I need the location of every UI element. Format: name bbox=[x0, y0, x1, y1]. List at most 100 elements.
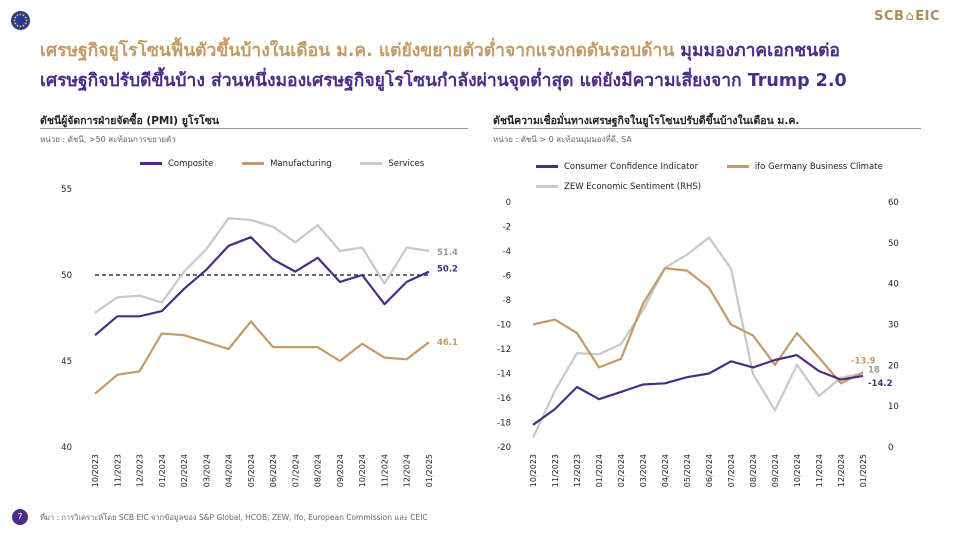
x-tick-label: 01/2024 bbox=[158, 454, 167, 487]
legend-item-zew: ZEW Economic Sentiment (RHS) bbox=[536, 182, 701, 192]
eu-flag-icon bbox=[11, 11, 30, 30]
legend-swatch bbox=[536, 165, 558, 168]
x-tick-label: 10/2024 bbox=[358, 454, 367, 487]
y-tick-label: 50 bbox=[61, 271, 72, 281]
x-tick-label: 04/2024 bbox=[225, 454, 234, 487]
legend-label: Consumer Confidence Indicator bbox=[564, 161, 699, 172]
end-value-label: 50.2 bbox=[437, 265, 458, 275]
x-tick-label: 06/2024 bbox=[269, 454, 278, 487]
right-chart-legend-row1: Consumer Confidence Indicator ifo German… bbox=[536, 161, 909, 172]
y2-tick-label: 40 bbox=[888, 280, 899, 290]
y2-tick-label: 60 bbox=[888, 198, 899, 208]
y-tick-label: -6 bbox=[503, 272, 511, 282]
x-tick-label: 07/2024 bbox=[291, 454, 300, 487]
y-tick-label: 55 bbox=[61, 185, 72, 195]
series-line-consumer-confidence-indicator bbox=[532, 354, 864, 426]
y-tick-label: -2 bbox=[503, 223, 511, 233]
left-chart-unit: หน่วย : ดัชนี, >50 สะท้อนการขยายตัว bbox=[40, 135, 176, 144]
x-tick-label: 02/2024 bbox=[180, 454, 189, 487]
series-line-services bbox=[94, 217, 430, 314]
end-value-label: -14.2 bbox=[868, 379, 893, 389]
x-tick-label: 04/2024 bbox=[661, 454, 670, 487]
eu-star bbox=[19, 25, 22, 28]
x-tick-label: 12/2024 bbox=[403, 454, 412, 487]
end-value-label: 46.1 bbox=[437, 338, 458, 348]
right-chart-unit: หน่วย : ดัชนี > 0 สะท้อนมุมมองที่ดี, SA bbox=[493, 135, 632, 144]
end-value-label: 18 bbox=[868, 366, 880, 376]
eu-stars-icon bbox=[13, 13, 28, 28]
confidence-chart: -20-18-16-14-12-10-8-6-4-200102030405060… bbox=[497, 198, 899, 487]
left-chart-legend: Composite Manufacturing Services bbox=[140, 158, 450, 169]
x-tick-label: 01/2025 bbox=[425, 454, 434, 487]
y2-tick-label: 20 bbox=[888, 361, 899, 371]
y-tick-label: -10 bbox=[497, 321, 511, 331]
right-chart-legend-row2: ZEW Economic Sentiment (RHS) bbox=[536, 181, 727, 192]
right-chart-title: ดัชนีความเชื่อมั่นทางเศรษฐกิจในยูโรโซนปร… bbox=[493, 115, 800, 127]
x-tick-label: 01/2025 bbox=[859, 454, 868, 487]
y-tick-label: -16 bbox=[497, 394, 511, 404]
eu-star bbox=[22, 14, 25, 17]
eu-star bbox=[24, 16, 27, 19]
eu-star bbox=[13, 19, 16, 22]
series-line-ifo-germany-business-climate bbox=[532, 267, 864, 385]
legend-label: Manufacturing bbox=[270, 158, 332, 169]
headline-line-2: เศรษฐกิจปรับดีขึ้นบ้าง ส่วนหนึ่งมองเศรษฐ… bbox=[40, 71, 847, 91]
eu-star bbox=[22, 24, 25, 27]
legend-label: ifo Germany Business Climate bbox=[754, 161, 883, 172]
x-tick-label: 06/2024 bbox=[705, 454, 714, 487]
legend-item-ifo: ifo Germany Business Climate bbox=[726, 161, 883, 172]
y-tick-label: -12 bbox=[497, 345, 511, 355]
legend-item-services: Services bbox=[360, 159, 424, 169]
end-value-label: 51.4 bbox=[437, 248, 458, 258]
x-tick-label: 02/2024 bbox=[617, 454, 626, 487]
x-tick-label: 01/2024 bbox=[595, 454, 604, 487]
left-chart-title: ดัชนีผู้จัดการฝ่ายจัดซื้อ (PMI) ยูโรโซน bbox=[40, 115, 220, 127]
eu-star bbox=[24, 22, 27, 25]
x-tick-label: 11/2023 bbox=[551, 454, 560, 487]
legend-item-manufacturing: Manufacturing bbox=[242, 159, 332, 169]
x-tick-label: 09/2024 bbox=[336, 454, 345, 487]
eu-star bbox=[16, 24, 19, 27]
x-tick-label: 12/2023 bbox=[573, 454, 582, 487]
end-value-label: -13.9 bbox=[851, 356, 876, 366]
brand-roof-icon: ⌂ bbox=[905, 9, 915, 24]
legend-swatch bbox=[140, 162, 162, 165]
left-title-rule bbox=[40, 128, 468, 129]
page-number: 7 bbox=[12, 509, 28, 525]
x-tick-label: 12/2024 bbox=[837, 454, 846, 487]
y2-tick-label: 30 bbox=[888, 321, 899, 331]
brand-logo: SCB⌂EIC bbox=[874, 9, 940, 24]
y-tick-label: -20 bbox=[497, 443, 511, 453]
y-tick-label: 45 bbox=[61, 357, 72, 367]
brand-left: SCB bbox=[874, 9, 905, 24]
x-tick-label: 10/2024 bbox=[793, 454, 802, 487]
source-note: ที่มา : การวิเคราะห์โดย SCB EIC จากข้อมู… bbox=[40, 513, 428, 522]
x-tick-label: 05/2024 bbox=[247, 454, 256, 487]
eu-star bbox=[25, 19, 28, 22]
x-tick-label: 11/2023 bbox=[113, 454, 122, 487]
slide-headline: เศรษฐกิจยูโรโซนฟื้นตัวขึ้นบ้างในเดือน ม.… bbox=[40, 36, 930, 96]
y-tick-label: 0 bbox=[506, 198, 511, 208]
headline-purple-text-1: มุมมองภาคเอกชนต่อ bbox=[680, 41, 840, 61]
legend-item-consumer-confidence: Consumer Confidence Indicator bbox=[536, 162, 698, 172]
legend-label: Composite bbox=[168, 158, 214, 169]
legend-swatch bbox=[360, 162, 383, 165]
eu-star bbox=[16, 14, 19, 17]
y2-tick-label: 0 bbox=[888, 443, 893, 453]
x-tick-label: 05/2024 bbox=[683, 454, 692, 487]
x-tick-label: 03/2024 bbox=[202, 454, 211, 487]
y-tick-label: -14 bbox=[497, 370, 511, 380]
x-tick-label: 08/2024 bbox=[749, 454, 758, 487]
x-tick-label: 11/2024 bbox=[815, 454, 824, 487]
legend-swatch bbox=[536, 185, 558, 188]
y2-tick-label: 50 bbox=[888, 239, 899, 249]
x-tick-label: 11/2024 bbox=[380, 454, 389, 487]
series-line-zew-economic-sentiment-rhs- bbox=[532, 236, 864, 439]
pmi-chart: 40 45 50 55 10/2023 11/2023 12/2023 01/2024 02/2… bbox=[61, 185, 458, 487]
headline-line-1: เศรษฐกิจยูโรโซนฟื้นตัวขึ้นบ้างในเดือน ม.… bbox=[40, 36, 930, 66]
legend-swatch bbox=[726, 165, 749, 168]
legend-swatch bbox=[242, 162, 265, 165]
right-title-rule bbox=[493, 128, 921, 129]
headline-gold-text: เศรษฐกิจยูโรโซนฟื้นตัวขึ้นบ้างในเดือน ม.… bbox=[40, 41, 675, 61]
eu-star bbox=[14, 22, 17, 25]
